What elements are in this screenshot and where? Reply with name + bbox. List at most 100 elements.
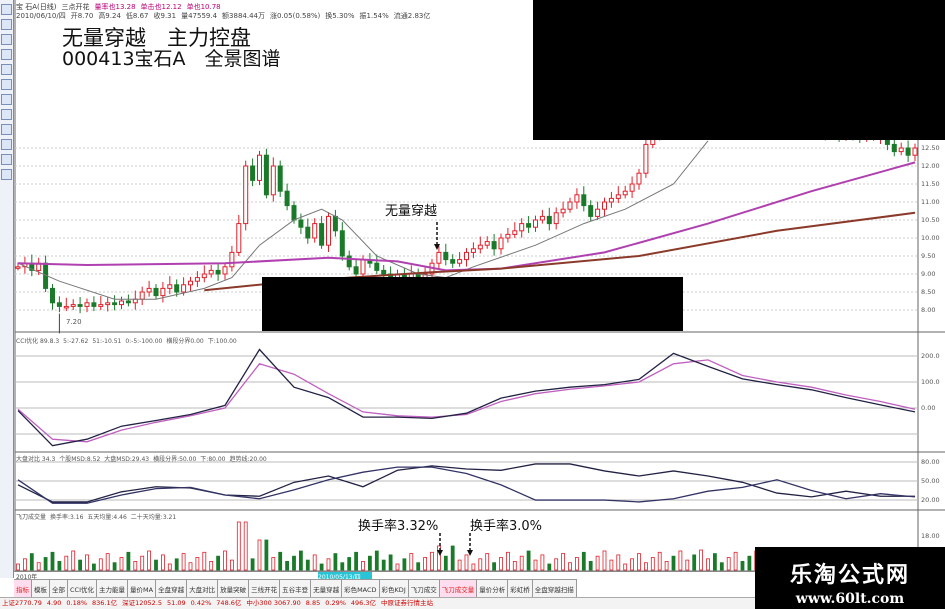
tab-0[interactable]: 指标	[14, 580, 32, 597]
line-icon[interactable]	[1, 49, 12, 60]
indicator-value: 下:100.00	[207, 338, 237, 345]
tab-2[interactable]: 全部	[50, 580, 68, 597]
candle-body	[533, 219, 538, 228]
volume-bar	[485, 553, 490, 571]
arrow-cross-head	[434, 244, 440, 250]
header-field: 量47559.4	[181, 12, 218, 20]
volume-bar	[216, 555, 221, 571]
candle-body	[629, 183, 635, 192]
tab-16[interactable]: 量价分析	[477, 580, 509, 597]
tab-9[interactable]: 三线开花	[249, 580, 281, 597]
volume-bar	[29, 553, 34, 571]
volume-bar	[292, 555, 296, 571]
status-field: 836.1亿	[92, 599, 118, 607]
cci-pane-label: CCI优化 89.8.3 5:-27.62 51:-10.51 0:-5:-100.0…	[16, 336, 241, 345]
dapan-series-line	[17, 466, 916, 504]
pen-icon[interactable]	[1, 124, 12, 135]
candle-body	[50, 287, 55, 304]
tab-17[interactable]: 彩虹桥	[508, 580, 533, 597]
tab-12[interactable]: 彩色MACD	[342, 580, 380, 597]
volume-bar	[133, 561, 138, 571]
tab-7[interactable]: 大盘对比	[187, 580, 219, 597]
volume-bar	[609, 559, 614, 571]
volume-bar	[395, 563, 400, 571]
zoom-icon[interactable]	[1, 79, 12, 90]
volume-bar	[43, 557, 48, 571]
header-field: 收9.31	[153, 12, 177, 20]
volume-bar	[409, 553, 414, 571]
tab-10[interactable]: 五谷丰登	[280, 580, 312, 597]
date-year: 2010年	[16, 574, 38, 581]
candle-body	[588, 205, 594, 217]
price-tick-label: 11.00	[921, 198, 940, 206]
down-icon[interactable]	[1, 169, 12, 180]
tab-6[interactable]: 全盘穿越	[156, 580, 188, 597]
volume-bar	[354, 551, 359, 571]
candle-body	[581, 194, 587, 207]
tab-15[interactable]: 飞刀成交量	[439, 580, 478, 597]
volume-bar	[326, 558, 331, 571]
header-field: 换5.30%	[325, 12, 355, 20]
draw-icon[interactable]	[1, 64, 12, 75]
candle-body	[457, 259, 463, 264]
redaction-block-middle	[262, 277, 683, 331]
indicator-value: 个股MSD:8.52	[59, 456, 101, 463]
price-tick-label: 12.50	[921, 144, 940, 152]
header-field: 高9.24	[98, 12, 121, 20]
candle-body	[905, 147, 911, 156]
candle-body	[326, 215, 331, 246]
candle-body	[312, 223, 318, 239]
volume-bar	[416, 562, 421, 571]
tab-5[interactable]: 量价MA	[128, 580, 157, 597]
candle-body	[263, 154, 269, 196]
tab-18[interactable]: 全盘穿越扫描	[532, 580, 577, 597]
volume-bar	[319, 563, 324, 571]
candle-body	[91, 302, 97, 307]
tab-3[interactable]: CCI优化	[68, 580, 97, 597]
volume-bar	[664, 561, 669, 571]
overlay-subtitle: 000413宝石A 全景图谱	[62, 48, 281, 70]
tab-4[interactable]: 主力能量	[97, 580, 128, 597]
volume-bar	[464, 554, 469, 571]
candle-body	[119, 300, 124, 306]
dapan-tick-label: 20.00	[921, 496, 940, 504]
arrow-icon[interactable]	[1, 109, 12, 120]
candle-body	[77, 304, 83, 307]
tab-13[interactable]: 彩色KDJ	[379, 580, 409, 597]
candle-body	[346, 255, 352, 268]
candle-body	[339, 230, 345, 257]
grid-icon[interactable]	[1, 19, 12, 30]
volume-bar	[50, 551, 55, 571]
candle-body	[539, 215, 545, 221]
volume-bar	[381, 559, 386, 571]
cross-icon[interactable]	[1, 139, 12, 150]
volume-bar	[250, 558, 255, 571]
volume-bar	[423, 557, 428, 571]
chart-icon[interactable]	[1, 4, 12, 15]
tab-1[interactable]: 模板	[32, 580, 50, 597]
annotation-cross: 无量穿越	[385, 204, 438, 219]
volume-bar	[119, 557, 124, 571]
text-icon[interactable]	[1, 94, 12, 105]
up-icon[interactable]	[1, 154, 12, 165]
volume-bar	[71, 550, 76, 571]
candle-body	[595, 208, 601, 217]
volume-bar	[706, 558, 710, 571]
tab-8[interactable]: 放量突破	[218, 580, 250, 597]
tab-11[interactable]: 无量穿越	[311, 580, 343, 597]
tab-14[interactable]: 飞刀成交	[408, 580, 440, 597]
watermark: 乐淘公式网 www.60lt.com	[755, 547, 945, 609]
volume-bar	[547, 563, 552, 571]
volume-bar	[471, 563, 476, 571]
candle-body	[243, 165, 249, 225]
volume-bar	[22, 558, 27, 571]
annotation-turnover-1: 换手率3.32%	[358, 519, 439, 534]
volume-bar	[112, 562, 117, 571]
status-field: 748.6亿	[216, 599, 242, 607]
volume-bar	[16, 563, 20, 571]
candle-body	[470, 248, 476, 253]
candle-body	[208, 269, 214, 275]
overlay-title: 无量穿越 主力控盘	[62, 26, 251, 50]
window-icon[interactable]	[1, 34, 12, 45]
volume-bar	[236, 521, 241, 571]
